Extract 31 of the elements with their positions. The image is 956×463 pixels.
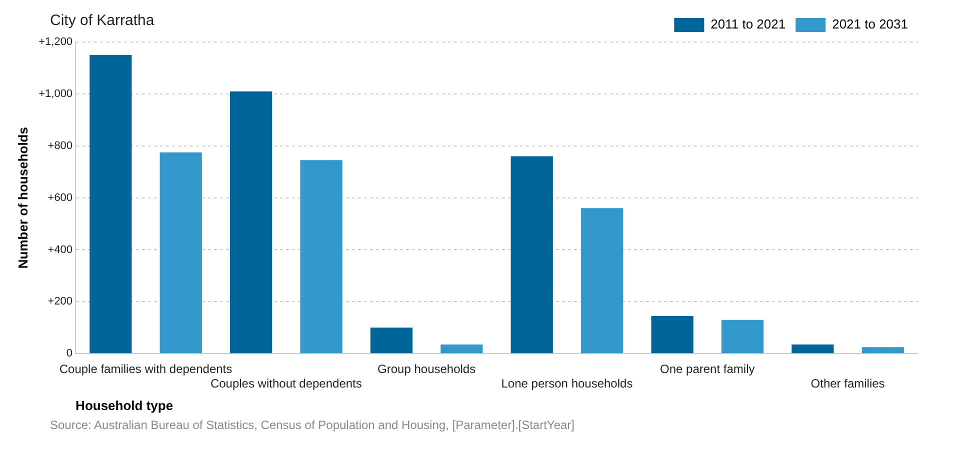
bar bbox=[651, 316, 694, 354]
bar bbox=[160, 152, 202, 354]
bar bbox=[230, 91, 272, 354]
bar bbox=[721, 320, 764, 354]
source-note: Source: Australian Bureau of Statistics, Census of Population and Housing, [Parameter].[StartYear] bbox=[50, 418, 576, 432]
x-tick-label: Lone person households bbox=[501, 376, 633, 391]
bar bbox=[90, 54, 132, 354]
y-tick-label: +1,200 bbox=[38, 36, 73, 48]
bar bbox=[510, 156, 553, 354]
bar bbox=[300, 160, 342, 354]
y-tick-label: +800 bbox=[48, 140, 73, 152]
x-tick-label: Group households bbox=[378, 362, 476, 376]
x-tick-label: One parent family bbox=[660, 362, 755, 376]
bar bbox=[581, 208, 624, 354]
bar bbox=[862, 347, 904, 354]
y-tick-label: +200 bbox=[48, 296, 73, 308]
y-axis-title: Number of households bbox=[15, 127, 30, 269]
x-tick-label: Other families bbox=[810, 376, 885, 391]
y-tick-label: +600 bbox=[48, 192, 73, 204]
y-tick-label: 0 bbox=[66, 348, 73, 360]
x-axis-title: Household type bbox=[76, 398, 174, 413]
y-tick-label: +1,000 bbox=[38, 88, 73, 100]
chart-title: City of Karratha bbox=[50, 12, 154, 29]
y-tick-label: +400 bbox=[48, 244, 73, 256]
legend-label: 2021 to 2031 bbox=[832, 16, 908, 32]
bar bbox=[370, 328, 413, 354]
bar bbox=[440, 344, 483, 354]
bar bbox=[792, 344, 834, 354]
legend-label: 2011 to 2021 bbox=[710, 16, 786, 32]
x-tick-label: Couple families with dependents bbox=[59, 362, 232, 376]
x-tick-label: Couples without dependents bbox=[210, 376, 362, 391]
